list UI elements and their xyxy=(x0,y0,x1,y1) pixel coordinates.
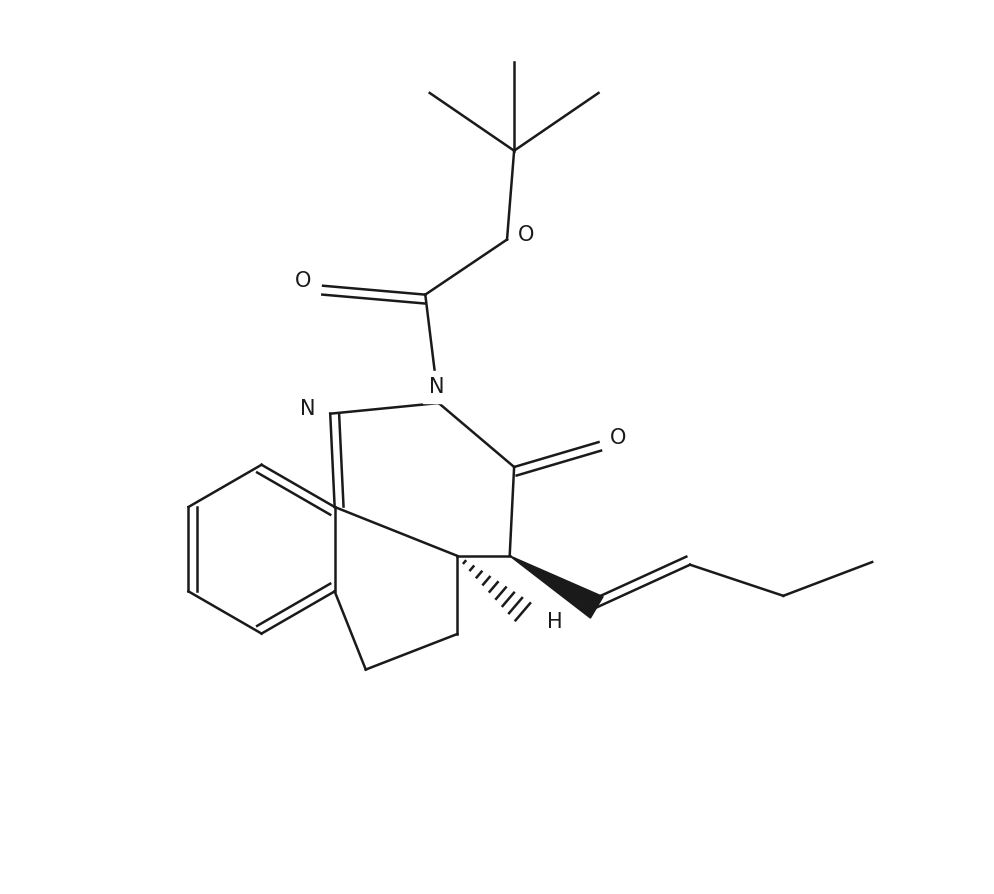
Polygon shape xyxy=(510,556,603,618)
Text: O: O xyxy=(519,225,535,245)
Text: H: H xyxy=(547,612,563,632)
Text: O: O xyxy=(295,271,312,291)
Text: N: N xyxy=(429,377,444,397)
Text: O: O xyxy=(610,427,626,448)
Text: N: N xyxy=(300,400,316,419)
